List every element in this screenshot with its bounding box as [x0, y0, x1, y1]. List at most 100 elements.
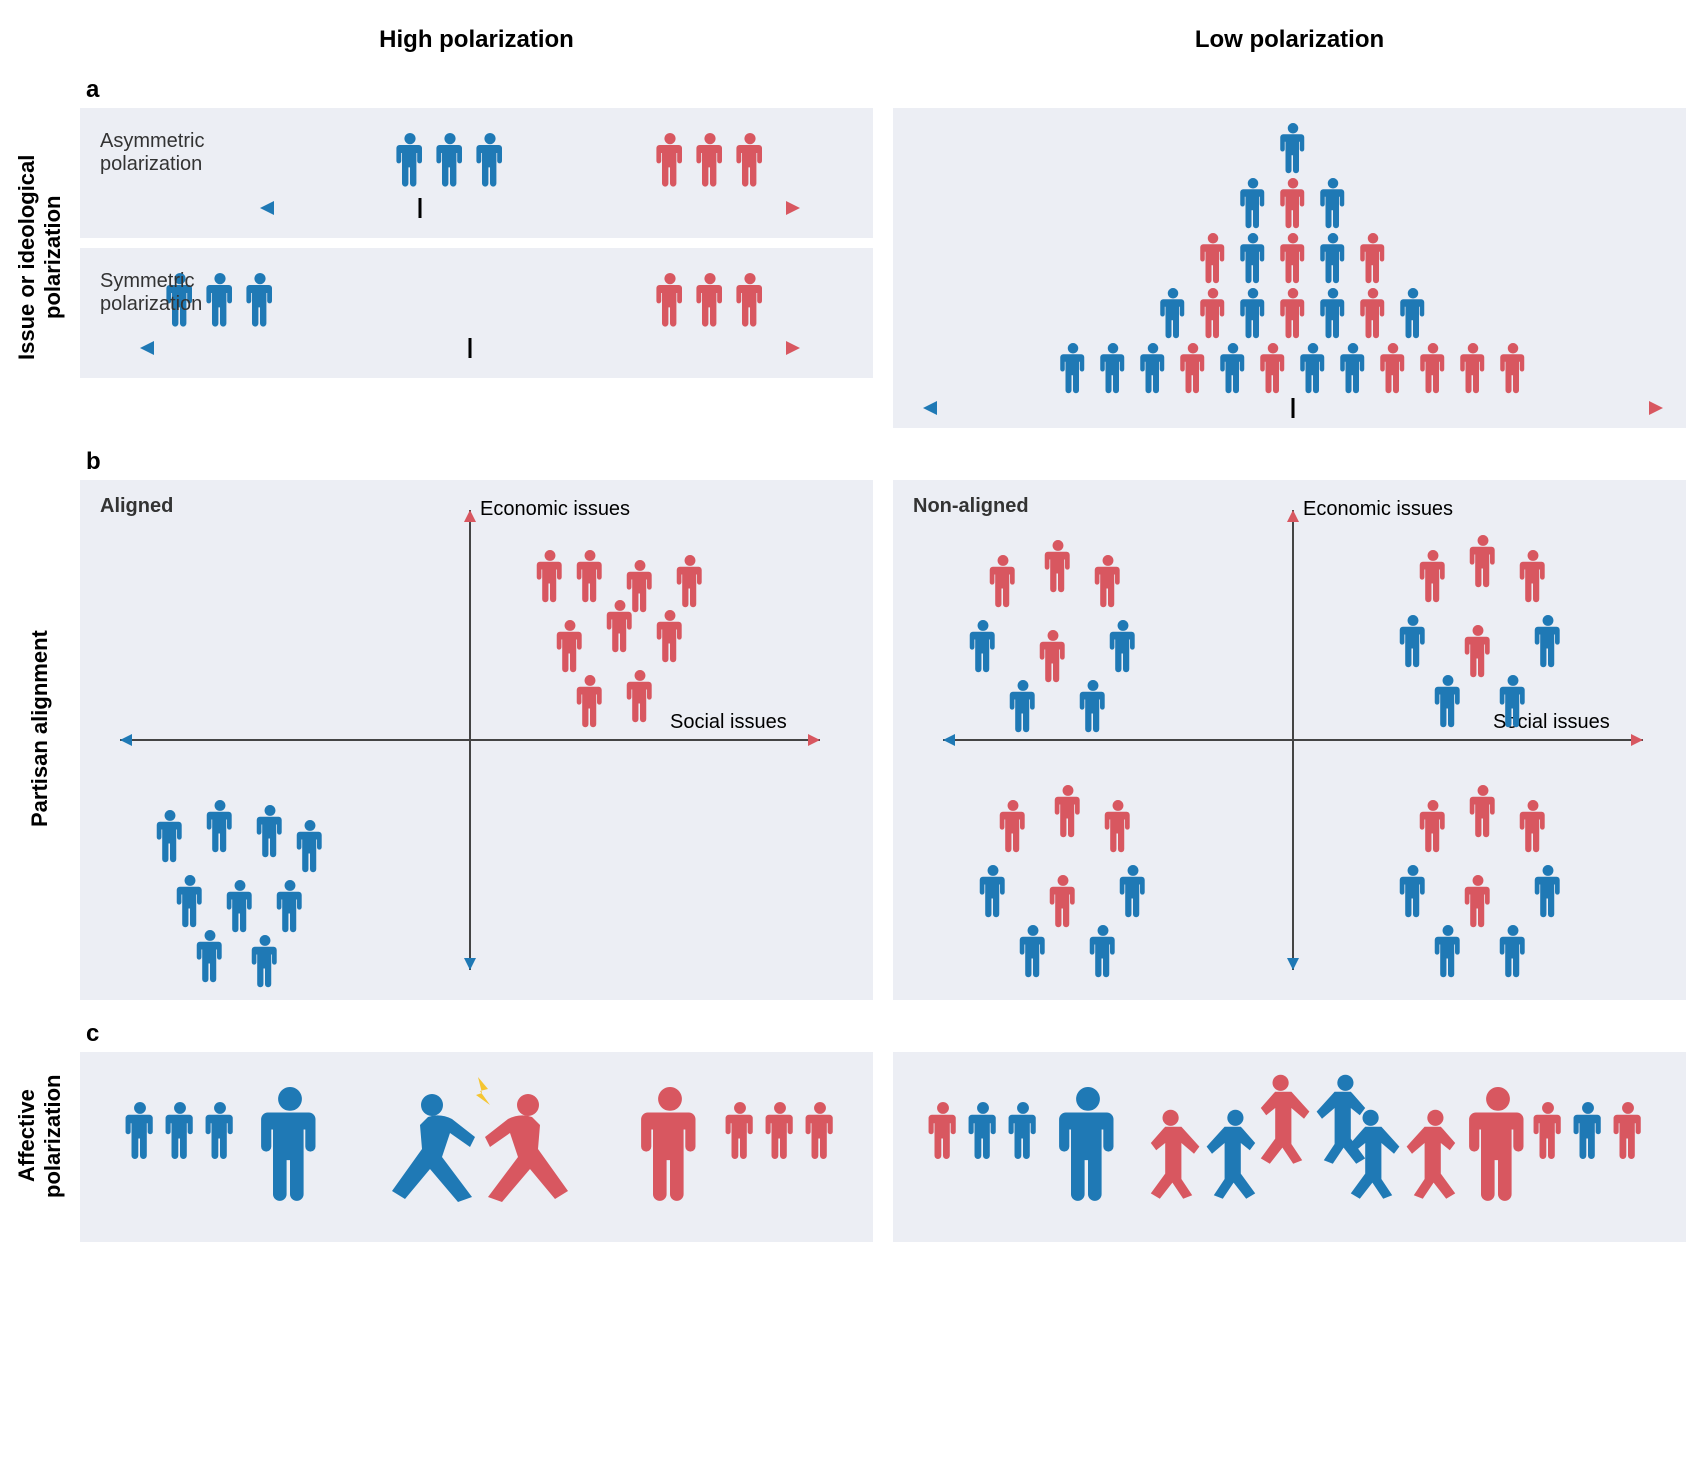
person-icon: [1470, 535, 1495, 587]
panel-letter-a: a: [80, 76, 873, 108]
person-icon: [157, 810, 182, 862]
person-icon: [166, 1102, 193, 1159]
person-icon: [1000, 800, 1025, 852]
person-icon: [656, 133, 682, 187]
person-icon: [1320, 288, 1344, 338]
person-icon: [206, 1102, 233, 1159]
person-icon: [1470, 785, 1495, 837]
person-icon: [277, 880, 302, 932]
person-icon: [1340, 343, 1364, 393]
panel-c-low: . Low polarization: [893, 1020, 1686, 1252]
person-icon: [1400, 615, 1425, 667]
person-icon: [1105, 800, 1130, 852]
label-asymmetric: Asymmetricpolarization: [100, 130, 204, 176]
person-icon: [1280, 178, 1304, 228]
label-aligned: Aligned: [100, 495, 173, 518]
person-icon: [1300, 343, 1324, 393]
person-icon: [1240, 288, 1264, 338]
panel-letter-b: b: [80, 448, 873, 480]
person-icon: [806, 1102, 833, 1159]
person-icon: [1435, 675, 1460, 727]
person-icon: [1320, 233, 1344, 283]
person-icon: [1360, 233, 1384, 283]
person-icon: [1009, 1102, 1036, 1159]
person-icon: [1020, 925, 1045, 977]
panel-a-low: .: [893, 76, 1686, 438]
person-icon: [1500, 343, 1524, 393]
person-icon: [1280, 233, 1304, 283]
person-icon: [476, 133, 502, 187]
person-icon: [969, 1102, 996, 1159]
person-icon: [1200, 288, 1224, 338]
person-icon: [736, 273, 762, 327]
person-icon: [1535, 615, 1560, 667]
person-icon: [990, 555, 1015, 607]
person-icon: [126, 1102, 153, 1159]
person-icon: [970, 620, 995, 672]
person-icon: [656, 273, 682, 327]
person-icon: [766, 1102, 793, 1159]
person-icon: [726, 1102, 753, 1159]
person-icon: [696, 133, 722, 187]
person-icon: [1140, 343, 1164, 393]
person-icon: [577, 675, 602, 727]
person-icon: [1360, 288, 1384, 338]
person-icon: [297, 820, 322, 872]
person-icon: [1465, 875, 1490, 927]
person-icon: [1280, 288, 1304, 338]
person-icon: [980, 865, 1005, 917]
person-icon: [1420, 343, 1444, 393]
person-icon: [1465, 625, 1490, 677]
person-icon: [1380, 343, 1404, 393]
person-icon: [1614, 1102, 1641, 1159]
person-icon: [206, 273, 232, 327]
person-icon: [1460, 343, 1484, 393]
person-icon: [1050, 875, 1075, 927]
person-icon: [1469, 1087, 1523, 1201]
panel-c-high: c High polarization: [80, 1020, 873, 1252]
panel-a-high: a Asymmetricpolarization Symmetricpolari…: [80, 76, 873, 438]
svg-text:Social issues: Social issues: [670, 711, 787, 733]
person-icon: [1059, 1087, 1113, 1201]
person-icon: [1180, 343, 1204, 393]
col-header-right: Low polarization: [893, 20, 1686, 66]
person-icon: [1520, 800, 1545, 852]
person-icon: [1110, 620, 1135, 672]
person-icon: [1080, 680, 1105, 732]
person-icon: [1010, 680, 1035, 732]
person-icon: [627, 670, 652, 722]
person-icon: [1280, 123, 1304, 173]
person-icon: [627, 560, 652, 612]
person-icon: [1120, 865, 1145, 917]
panel-b-low: . Non-aligned Economic issuesSocial issu…: [893, 448, 1686, 1010]
label-symmetric: Symmetricpolarization: [100, 270, 202, 316]
person-icon: [261, 1087, 315, 1201]
svg-text:Economic issues: Economic issues: [480, 498, 630, 520]
panel-letter-c: c: [80, 1020, 873, 1052]
person-icon: [396, 133, 422, 187]
person-icon: [252, 935, 277, 987]
person-icon: [1045, 540, 1070, 592]
person-icon: [1060, 343, 1084, 393]
person-icon: [1040, 630, 1065, 682]
person-icon: [641, 1087, 695, 1201]
person-icon: [1320, 178, 1344, 228]
person-icon: [1420, 550, 1445, 602]
person-icon: [1535, 865, 1560, 917]
label-nonaligned: Non-aligned: [913, 495, 1029, 518]
person-icon: [1095, 555, 1120, 607]
person-icon: [436, 133, 462, 187]
person-icon: [1260, 343, 1284, 393]
person-icon: [1160, 288, 1184, 338]
person-icon: [537, 550, 562, 602]
person-icon: [207, 800, 232, 852]
person-icon: [696, 273, 722, 327]
person-icon: [1200, 233, 1224, 283]
person-icon: [1400, 865, 1425, 917]
person-icon: [557, 620, 582, 672]
person-icon: [1574, 1102, 1601, 1159]
person-icon: [736, 133, 762, 187]
svg-text:Economic issues: Economic issues: [1303, 498, 1453, 520]
person-icon: [227, 880, 252, 932]
person-icon: [1055, 785, 1080, 837]
